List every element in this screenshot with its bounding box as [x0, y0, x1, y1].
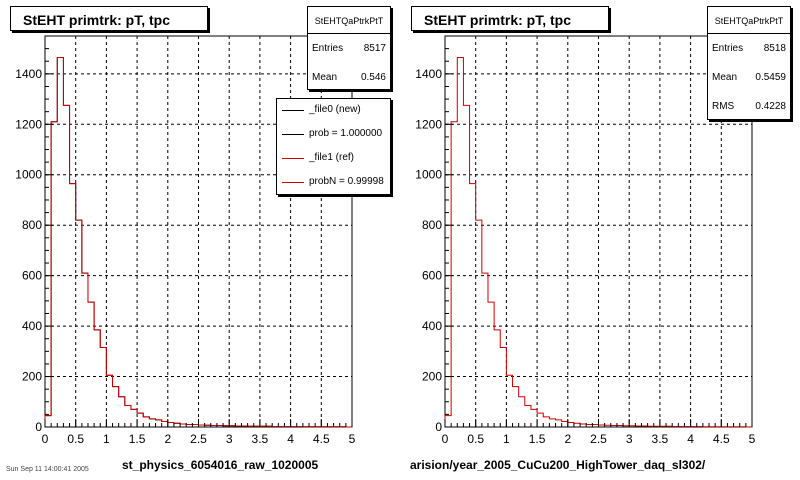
legend-label-file1: _file1 (ref)	[309, 152, 355, 163]
legend-swatch-file1	[282, 158, 304, 159]
x-tick-label-left: 0	[42, 432, 49, 446]
x-tick-label-right: 5	[749, 432, 756, 446]
stats-entries-label-right: Entries	[712, 43, 744, 54]
y-tick-label-left: 800	[22, 218, 42, 232]
stats-entries-label-left: Entries	[312, 43, 344, 54]
x-tick-label-right: 0	[442, 432, 449, 446]
stats-rms-label-right: RMS	[712, 101, 735, 112]
x-tick-label-right: 3.5	[652, 432, 669, 446]
x-tick-label-right: 3	[626, 432, 633, 446]
legend-entry-probn: probN = 0.99998	[277, 171, 390, 194]
legend-swatch-probn	[282, 182, 304, 183]
stats-row-entries-left: Entries 8517	[308, 34, 390, 63]
stats-row-mean-left: Mean 0.546	[308, 63, 390, 92]
x-tick-label-left: 3.5	[252, 432, 269, 446]
x-tick-label-left: 2	[164, 432, 171, 446]
histogram-series-left-1	[44, 56, 352, 428]
legend-label-file0: _file0 (new)	[309, 104, 361, 115]
stats-mean-label-left: Mean	[312, 72, 338, 83]
plot-title-left: StEHT primtrk: pT, tpc	[10, 6, 208, 31]
stats-entries-value-left: 8517	[363, 43, 386, 54]
y-tick-label-right: 800	[422, 218, 442, 232]
x-tick-label-left: 0.5	[67, 432, 84, 446]
legend-swatch-file0	[282, 110, 304, 111]
stats-box-right: StEHTQaPtrkPtT Entries 8518 Mean 0.5459 …	[707, 6, 791, 120]
stats-mean-value-right: 0.5459	[755, 72, 786, 83]
plot-title-left-text: StEHT primtrk: pT, tpc	[23, 12, 171, 28]
y-tick-label-left: 600	[22, 269, 42, 283]
legend-entry-file0: _file0 (new)	[277, 99, 390, 123]
histogram-series-right-0	[444, 56, 752, 428]
x-tick-label-right: 1.5	[529, 432, 546, 446]
stats-rms-value-right: 0.4228	[755, 101, 786, 112]
x-tick-label-left: 1	[103, 432, 110, 446]
x-tick-label-left: 1.5	[129, 432, 146, 446]
x-tick-label-left: 2.5	[190, 432, 207, 446]
y-tick-label-right: 1200	[415, 117, 442, 131]
stats-name-left: StEHTQaPtrkPtT	[308, 7, 390, 34]
stats-name-right: StEHTQaPtrkPtT	[708, 7, 790, 34]
x-tick-label-left: 5	[349, 432, 356, 446]
x-tick-label-left: 4	[287, 432, 294, 446]
x-tick-label-left: 4.5	[313, 432, 330, 446]
footer-timestamp: Sun Sep 11 14:00:41 2005	[6, 466, 89, 473]
y-tick-label-right: 200	[422, 370, 442, 384]
y-tick-label-right: 0	[435, 420, 442, 434]
x-tick-label-right: 2	[564, 432, 571, 446]
x-tick-label-right: 2.5	[590, 432, 607, 446]
x-axis-title-right: arision/year_2005_CuCu200_HighTower_daq_…	[410, 458, 706, 472]
x-axis-title-left: st_physics_6054016_raw_1020005	[122, 458, 319, 472]
y-tick-label-left: 200	[22, 370, 42, 384]
legend-label-prob: prob = 1.000000	[309, 128, 383, 139]
y-tick-label-left: 1200	[15, 117, 42, 131]
y-tick-label-left: 0	[35, 420, 42, 434]
plot-title-right-text: StEHT primtrk: pT, tpc	[424, 12, 572, 28]
y-tick-label-right: 400	[422, 319, 442, 333]
y-tick-label-left: 400	[22, 319, 42, 333]
x-tick-label-right: 1	[503, 432, 510, 446]
stats-row-mean-right: Mean 0.5459	[708, 63, 790, 92]
legend-entry-prob: prob = 1.000000	[277, 123, 390, 147]
legend-box: _file0 (new) prob = 1.000000 _file1 (ref…	[276, 98, 391, 195]
stats-mean-label-right: Mean	[712, 72, 738, 83]
x-tick-label-right: 4	[687, 432, 694, 446]
stats-entries-value-right: 8518	[763, 43, 786, 54]
stats-box-left: StEHTQaPtrkPtT Entries 8517 Mean 0.546	[307, 6, 391, 90]
legend-swatch-prob	[282, 134, 304, 135]
plot-title-right: StEHT primtrk: pT, tpc	[411, 6, 609, 31]
stats-mean-value-left: 0.546	[360, 72, 386, 83]
y-tick-label-right: 600	[422, 269, 442, 283]
legend-label-probn: probN = 0.99998	[309, 176, 384, 187]
stats-row-entries-right: Entries 8518	[708, 34, 790, 63]
x-tick-label-right: 4.5	[713, 432, 730, 446]
y-tick-label-right: 1400	[415, 67, 442, 81]
y-tick-label-left: 1000	[15, 168, 42, 182]
y-tick-label-right: 1000	[415, 168, 442, 182]
legend-entry-file1: _file1 (ref)	[277, 147, 390, 171]
x-tick-label-right: 0.5	[467, 432, 484, 446]
stats-row-rms-right: RMS 0.4228	[708, 92, 790, 121]
x-tick-label-left: 3	[226, 432, 233, 446]
y-tick-label-left: 1400	[15, 67, 42, 81]
